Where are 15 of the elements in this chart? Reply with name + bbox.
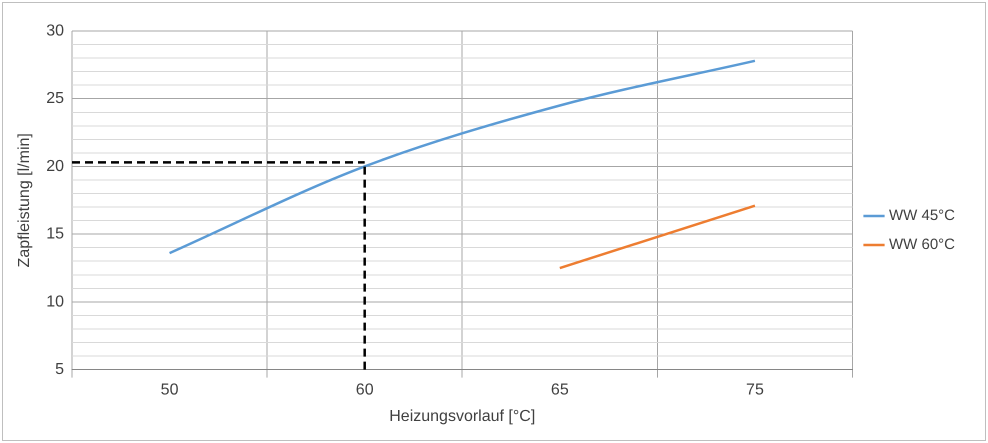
- y-tick-label: 5: [55, 361, 64, 378]
- x-tick-label: 65: [550, 382, 569, 399]
- x-tick-label: 60: [356, 382, 374, 399]
- y-tick-label: 30: [46, 22, 64, 40]
- x-tick-label: 50: [160, 382, 179, 399]
- y-axis-title: Zapfleistung [l/min]: [16, 133, 34, 268]
- y-tick-label: 10: [46, 293, 64, 310]
- legend-label: WW 60°C: [889, 236, 956, 254]
- y-tick-label: 25: [46, 90, 64, 108]
- y-tick-label: 20: [46, 158, 64, 175]
- x-axis-title: Heizungsvorlauf [°C]: [389, 408, 536, 425]
- x-tick-label: 75: [746, 382, 764, 399]
- line-series: [168, 60, 756, 254]
- y-tick-label: 15: [46, 226, 64, 243]
- legend-label: WW 45°C: [889, 207, 956, 224]
